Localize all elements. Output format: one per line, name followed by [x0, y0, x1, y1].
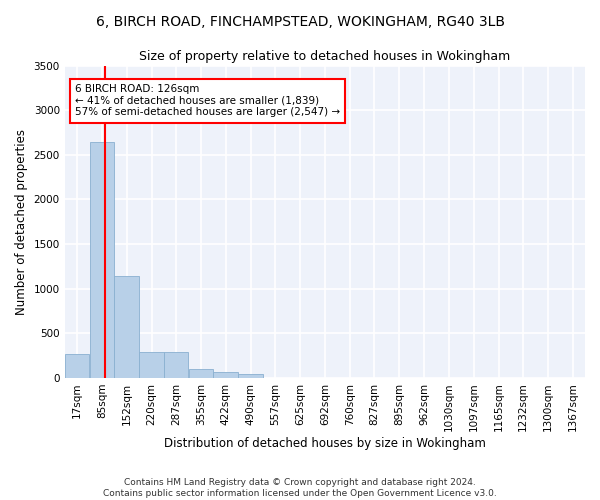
X-axis label: Distribution of detached houses by size in Wokingham: Distribution of detached houses by size …	[164, 437, 486, 450]
Title: Size of property relative to detached houses in Wokingham: Size of property relative to detached ho…	[139, 50, 511, 63]
Bar	[164, 352, 188, 378]
Bar	[189, 370, 214, 378]
Text: 6 BIRCH ROAD: 126sqm
← 41% of detached houses are smaller (1,839)
57% of semi-de: 6 BIRCH ROAD: 126sqm ← 41% of detached h…	[75, 84, 340, 117]
Bar	[139, 352, 164, 378]
Bar	[238, 374, 263, 378]
Bar	[65, 354, 89, 378]
Bar	[89, 142, 114, 378]
Bar	[214, 372, 238, 378]
Text: Contains HM Land Registry data © Crown copyright and database right 2024.
Contai: Contains HM Land Registry data © Crown c…	[103, 478, 497, 498]
Text: 6, BIRCH ROAD, FINCHAMPSTEAD, WOKINGHAM, RG40 3LB: 6, BIRCH ROAD, FINCHAMPSTEAD, WOKINGHAM,…	[95, 15, 505, 29]
Bar	[114, 276, 139, 378]
Y-axis label: Number of detached properties: Number of detached properties	[15, 128, 28, 314]
